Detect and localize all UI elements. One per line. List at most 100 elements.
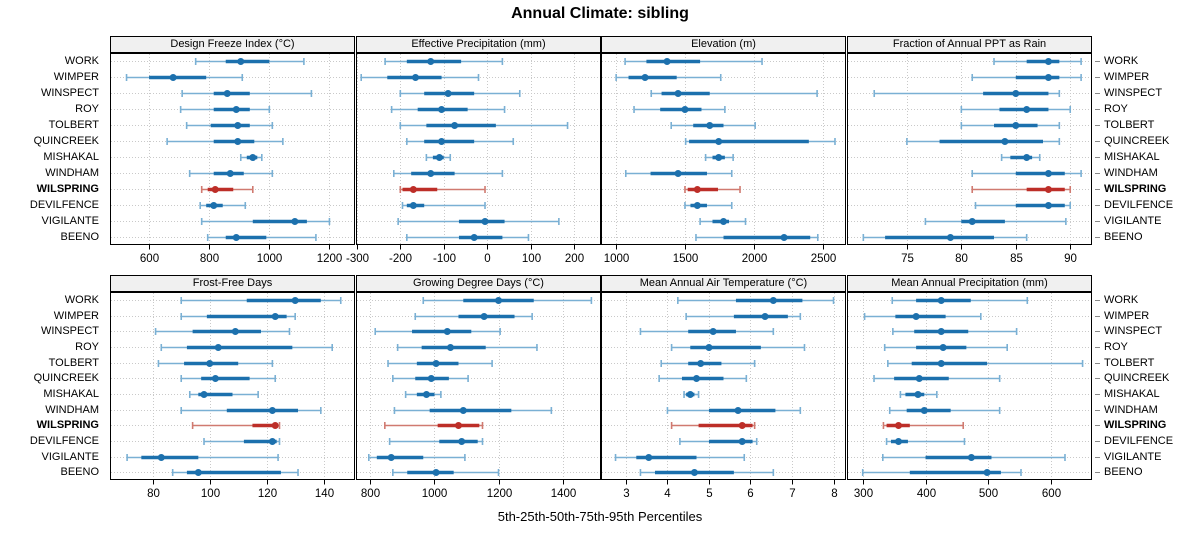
median-dot [459,407,467,414]
median-dot [738,422,746,429]
percentile-row-windham [357,170,600,177]
x-tick-label: 800 [200,253,219,265]
site-label-roy: ROY [1104,341,1128,353]
median-dot [234,122,242,129]
site-label-tolbert: TOLBERT [48,119,99,131]
site-label-windham: WINDHAM [1104,167,1158,179]
median-dot [210,202,218,209]
percentile-row-windham [848,170,1091,177]
median-dot [409,202,417,209]
median-dot [1023,154,1031,161]
percentile-row-roy [357,344,600,351]
percentile-row-wilspring [848,186,1091,193]
median-dot [693,375,701,382]
median-dot [1012,122,1020,129]
median-dot [705,344,713,351]
median-dot [895,422,903,429]
median-dot [249,154,257,161]
panel-header-mean-annual-air-temperature-c: Mean Annual Air Temperature (°C) [601,275,846,292]
panel-plot-frost-free-days: 80 100 120 140 [110,292,355,500]
median-dot [709,328,717,335]
x-tick-label: 7 [789,488,795,500]
y-tick [1095,205,1100,206]
median-dot [693,186,701,193]
percentile-row-wimper [357,313,600,320]
percentile-row-mishakal [602,391,845,398]
median-dot [663,58,671,65]
percentile-row-devilfence [848,202,1091,209]
percentile-row-windham [111,407,354,414]
site-label-tolbert: TOLBERT [48,357,99,369]
median-dot [706,122,714,129]
site-label-devilfence: DEVILFENCE [29,199,99,211]
percentile-row-wimper [602,74,845,81]
site-label-work: WORK [64,294,99,306]
panel-plot-growing-degree-days-c: 800 1000 1200 1400 [356,292,601,500]
x-tick-label: 1500 [673,253,699,265]
x-tick-label: 1000 [257,253,283,265]
site-label-winspect: WINSPECT [40,87,99,99]
median-dot [223,90,231,97]
panel-plot-elevation-m: 1000 1500 2000 2500 [601,53,846,265]
percentile-row-windham [602,407,845,414]
percentile-row-wilspring [111,186,354,193]
percentile-row-vigilante [848,454,1091,461]
y-tick [1095,441,1100,442]
percentile-row-wimper [848,74,1091,81]
percentile-row-winspect [111,90,354,97]
percentile-row-roy [111,106,354,113]
median-dot [268,438,276,445]
percentile-row-quincreek [111,138,354,145]
site-label-devilfence: DEVILFENCE [29,435,99,447]
median-dot [211,375,219,382]
site-label-roy: ROY [75,103,99,115]
percentile-row-tolbert [602,122,845,129]
x-tick-label: 8 [831,488,837,500]
x-tick-label: 500 [979,488,998,500]
x-tick-label: -100 [433,253,456,265]
median-dot [443,328,451,335]
y-tick [1095,457,1100,458]
percentile-row-tolbert [357,122,600,129]
median-dot [409,186,417,193]
median-dot [686,391,694,398]
median-dot [693,202,701,209]
median-dot [1044,186,1052,193]
median-dot [769,297,777,304]
percentile-row-beeno [602,234,845,241]
median-dot [432,360,440,367]
median-dot [481,218,489,225]
chart-title: Annual Climate: sibling [511,5,689,22]
median-dot [480,313,488,320]
percentile-row-winspect [111,328,354,335]
panel-plot-design-freeze-index-c: 600 800 1000 1200 [110,53,355,265]
percentile-row-mishakal [848,391,1091,398]
site-label-quincreek: QUINCREEK [1104,372,1170,384]
panel-growing-degree-days-c: Growing Degree Days (°C) 800 1000 1200 1400 [356,275,601,506]
x-tick-label: 3 [623,488,629,500]
median-dot [895,438,903,445]
percentile-row-winspect [848,328,1091,335]
percentile-row-winspect [848,90,1091,97]
median-dot [427,375,435,382]
median-dot [268,407,276,414]
percentile-row-wilspring [602,186,845,193]
percentile-row-beeno [848,469,1091,476]
median-dot [271,313,279,320]
x-tick-label: 1000 [422,488,448,500]
percentile-row-devilfence [848,438,1091,445]
panel-fraction-of-annual-ppt-as-rain: Fraction of Annual PPT as Rain 75 80 85 90 [847,36,1092,271]
percentile-row-tolbert [848,360,1091,367]
median-dot [427,170,435,177]
median-dot [387,454,395,461]
median-dot [690,469,698,476]
median-dot [234,138,242,145]
median-dot [780,234,788,241]
panel-plot-mean-annual-air-temperature-c: 3 4 5 6 7 8 [601,292,846,500]
percentile-row-vigilante [602,218,845,225]
percentile-row-vigilante [848,218,1091,225]
site-label-beeno: BEENO [1104,466,1143,478]
site-label-winspect: WINSPECT [1104,325,1163,337]
panel-header-effective-precipitation-mm: Effective Precipitation (mm) [356,36,601,53]
percentile-row-mishakal [848,154,1091,161]
